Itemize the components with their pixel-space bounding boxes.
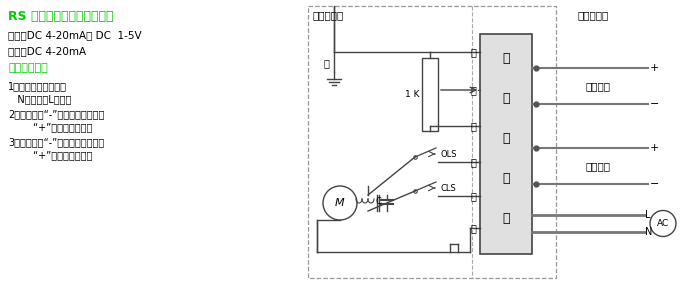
Text: 接线端子说明: 接线端子说明 bbox=[8, 63, 48, 73]
Text: AC: AC bbox=[657, 219, 669, 228]
Bar bbox=[480, 34, 532, 254]
Text: C: C bbox=[375, 197, 381, 206]
Text: N: N bbox=[645, 227, 652, 237]
Text: −: − bbox=[650, 99, 660, 109]
Bar bbox=[308, 6, 556, 278]
Text: 1 K: 1 K bbox=[405, 90, 419, 99]
Circle shape bbox=[650, 210, 676, 237]
Text: 橙: 橙 bbox=[470, 121, 476, 131]
Text: +: + bbox=[650, 63, 660, 73]
Text: 控: 控 bbox=[503, 131, 510, 145]
Text: −: − bbox=[650, 179, 660, 189]
Text: 输出：DC 4-20mA: 输出：DC 4-20mA bbox=[8, 46, 86, 56]
Text: 2、输入信号“-”接输入信号的负，: 2、输入信号“-”接输入信号的负， bbox=[8, 109, 104, 119]
Text: RS 带伺服控制器（调节型）: RS 带伺服控制器（调节型） bbox=[8, 10, 114, 23]
Text: 输入信号: 输入信号 bbox=[585, 161, 611, 171]
Text: 器: 器 bbox=[503, 212, 510, 224]
Text: “+”接输出信号的正: “+”接输出信号的正 bbox=[8, 150, 92, 160]
Text: 粉: 粉 bbox=[470, 47, 476, 57]
Text: 黑: 黑 bbox=[470, 157, 476, 167]
Text: 执行器外部: 执行器外部 bbox=[578, 10, 609, 20]
Text: 制: 制 bbox=[503, 172, 510, 185]
Text: 3、输出信号“-”接输出信号的负，: 3、输出信号“-”接输出信号的负， bbox=[8, 137, 104, 147]
Text: L: L bbox=[645, 210, 651, 220]
Text: 紫: 紫 bbox=[470, 85, 476, 95]
Text: 服: 服 bbox=[503, 91, 510, 105]
Text: 输出信号: 输出信号 bbox=[585, 81, 611, 91]
Text: M: M bbox=[335, 198, 345, 208]
Text: 蓝: 蓝 bbox=[470, 223, 476, 233]
Text: 花: 花 bbox=[323, 58, 329, 68]
Circle shape bbox=[323, 186, 357, 220]
Text: OLS: OLS bbox=[440, 149, 456, 158]
Text: 执行器内部: 执行器内部 bbox=[312, 10, 343, 20]
Text: CLS: CLS bbox=[440, 183, 456, 193]
Text: 伺: 伺 bbox=[503, 51, 510, 64]
Text: “+”接输入信号的正: “+”接输入信号的正 bbox=[8, 122, 92, 132]
Bar bbox=[422, 58, 438, 131]
Text: N接中线、L接相线: N接中线、L接相线 bbox=[8, 94, 71, 104]
Text: 红: 红 bbox=[470, 191, 476, 201]
Text: 输入：DC 4-20mA或 DC  1-5V: 输入：DC 4-20mA或 DC 1-5V bbox=[8, 30, 141, 40]
Text: 1、电源输入端子的、: 1、电源输入端子的、 bbox=[8, 81, 67, 91]
Text: +: + bbox=[650, 143, 660, 153]
